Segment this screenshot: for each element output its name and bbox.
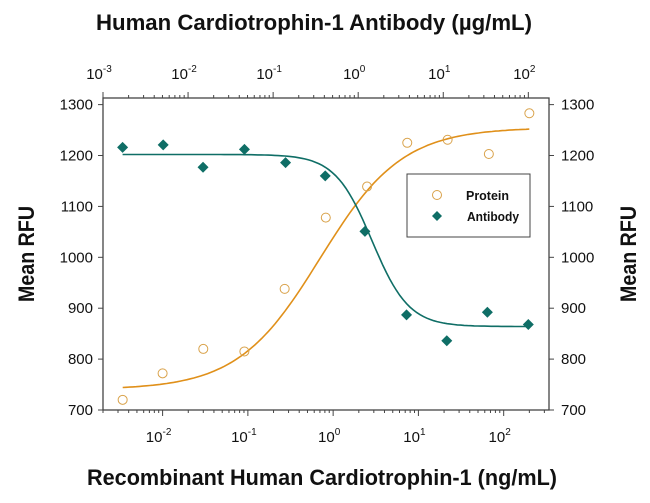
legend-protein-label: Protein <box>466 188 509 203</box>
top-x-tick-label: 101 <box>428 64 451 83</box>
right-y-tick-label: 1000 <box>561 249 594 266</box>
protein-data-point <box>239 346 250 357</box>
antibody-data-point <box>481 306 493 318</box>
protein-data-point <box>117 394 128 405</box>
legend-antibody-label: Antibody <box>467 209 520 224</box>
legend-antibody-marker <box>432 211 442 221</box>
right-y-tick-label: 1300 <box>561 97 594 114</box>
right-y-tick-label: 700 <box>561 402 586 419</box>
protein-data-point <box>524 108 535 119</box>
protein-data-point <box>157 368 168 379</box>
antibody-data-point <box>319 170 331 182</box>
antibody-data-point <box>359 225 371 237</box>
protein-data-point <box>320 212 331 223</box>
antibody-data-point <box>401 309 413 321</box>
left-y-tick-label: 1100 <box>61 198 93 215</box>
antibody-data-point <box>238 143 250 155</box>
antibody-data-point <box>522 318 534 330</box>
bottom-x-tick-label: 100 <box>318 427 341 446</box>
left-y-tick-label: 900 <box>68 300 93 317</box>
protein-data-point <box>483 148 494 159</box>
antibody-fit-curve <box>122 153 529 328</box>
antibody-data-point <box>117 141 129 153</box>
antibody-data-point <box>280 157 292 169</box>
bottom-x-tick-label: 10-2 <box>146 427 172 446</box>
antibody-data-point <box>157 139 169 151</box>
left-y-tick-label: 1000 <box>60 249 93 266</box>
top-x-tick-label: 10-2 <box>171 64 197 83</box>
antibody-data-point <box>197 161 209 173</box>
right-y-tick-label: 800 <box>561 351 586 368</box>
left-y-tick-label: 1200 <box>60 148 93 165</box>
protein-data-point <box>362 181 373 192</box>
legend: Protein Antibody <box>406 173 531 238</box>
left-axis-title: Mean RFU <box>14 206 39 302</box>
right-y-tick-label: 1200 <box>561 148 594 165</box>
left-y-tick-label: 800 <box>68 351 93 368</box>
bottom-x-tick-label: 10-1 <box>231 427 257 446</box>
legend-protein-marker <box>432 190 442 200</box>
bottom-x-tick-label: 102 <box>489 427 512 446</box>
top-x-tick-label: 102 <box>513 64 536 83</box>
top-x-tick-label: 100 <box>343 64 366 83</box>
bottom-axis-title: Recombinant Human Cardiotrophin-1 (ng/mL… <box>87 465 557 490</box>
legend-box <box>406 173 531 238</box>
bottom-x-tick-label: 101 <box>403 427 426 446</box>
protein-data-point <box>402 137 413 148</box>
left-y-tick-label: 700 <box>68 402 93 419</box>
right-y-tick-label: 900 <box>561 300 586 317</box>
protein-fit-curve <box>122 128 530 389</box>
protein-data-point <box>442 134 453 145</box>
right-y-tick-label: 1100 <box>561 198 593 215</box>
left-y-tick-label: 1300 <box>60 97 93 114</box>
top-x-tick-label: 10-1 <box>256 64 282 83</box>
protein-data-point <box>198 343 209 354</box>
antibody-data-point <box>441 335 453 347</box>
top-x-tick-label: 10-3 <box>86 64 112 83</box>
protein-data-point <box>279 283 290 294</box>
plot-frame <box>102 97 550 411</box>
top-axis-title: Human Cardiotrophin-1 Antibody (µg/mL) <box>96 10 532 35</box>
right-axis-title: Mean RFU <box>616 206 641 302</box>
